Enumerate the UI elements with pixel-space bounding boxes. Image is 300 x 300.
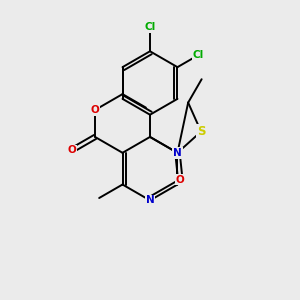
Text: O: O: [67, 146, 76, 155]
Text: O: O: [91, 105, 99, 115]
Text: N: N: [146, 195, 154, 206]
Text: Cl: Cl: [193, 50, 204, 60]
Text: S: S: [197, 125, 205, 138]
Text: N: N: [173, 148, 182, 158]
Text: O: O: [176, 175, 185, 184]
Text: Cl: Cl: [144, 22, 156, 32]
